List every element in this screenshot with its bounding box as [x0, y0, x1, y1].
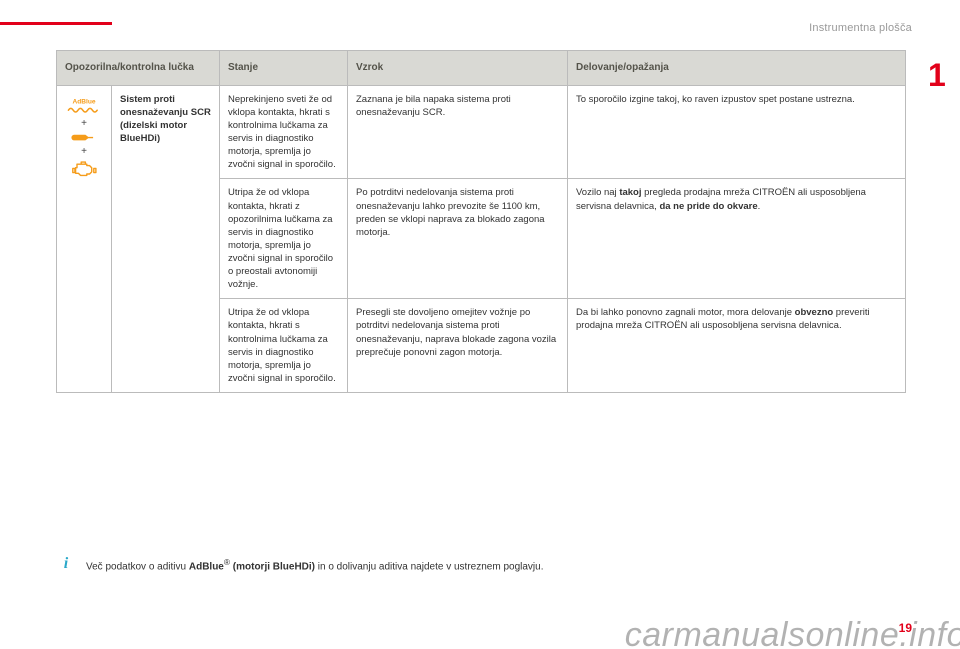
info-text-part: in o dolivanju aditiva najdete v ustrezn… — [315, 561, 543, 572]
section-header: Instrumentna plošča — [809, 22, 912, 34]
action-text: Vozilo naj — [576, 187, 619, 198]
info-text: Več podatkov o aditivu AdBlue® (motorji … — [86, 554, 543, 572]
th-warning: Opozorilna/kontrolna lučka — [57, 51, 220, 86]
state-cell: Neprekinjeno sveti že od vklopa kontakta… — [220, 85, 348, 179]
plus-sign: + — [65, 145, 103, 159]
system-name-bold: Sistem proti onesnaževanju SCR — [120, 94, 211, 118]
adblue-icon: AdBlue — [66, 97, 102, 115]
info-icon: i — [56, 554, 76, 574]
th-state: Stanje — [220, 51, 348, 86]
accent-bar — [0, 22, 112, 25]
info-text-part: Več podatkov o aditivu — [86, 561, 189, 572]
table-row: AdBlue + + Sistem proti onesnaževanju SC… — [57, 85, 906, 179]
system-name-bold2: (dizelski motor BlueHDi) — [120, 120, 187, 144]
info-bold: AdBlue — [189, 561, 224, 572]
action-bold: obvezno — [795, 307, 834, 318]
info-note: i Več podatkov o aditivu AdBlue® (motorj… — [56, 554, 906, 574]
action-cell: Vozilo naj takoj pregleda prodajna mreža… — [568, 179, 906, 299]
action-text: Da bi lahko ponovno zagnali motor, mora … — [576, 307, 795, 318]
plus-sign: + — [65, 117, 103, 131]
engine-icon — [70, 160, 98, 180]
action-text: To sporočilo izgine takoj, ko raven izpu… — [576, 94, 855, 105]
warning-icons-cell: AdBlue + + — [57, 85, 112, 392]
cause-cell: Presegli ste dovoljeno omejitev vožnje p… — [348, 299, 568, 393]
state-cell: Utripa že od vklopa kontakta, hkrati s k… — [220, 299, 348, 393]
watermark: carmanualsonline.info — [625, 616, 960, 649]
action-cell: To sporočilo izgine takoj, ko raven izpu… — [568, 85, 906, 179]
svg-text:AdBlue: AdBlue — [72, 98, 95, 105]
th-action: Delovanje/opažanja — [568, 51, 906, 86]
cause-cell: Zaznana je bila napaka sistema proti one… — [348, 85, 568, 179]
info-bold: (motorji BlueHDi) — [230, 561, 315, 572]
cause-cell: Po potrditvi nedelovanja sistema proti o… — [348, 179, 568, 299]
action-cell: Da bi lahko ponovno zagnali motor, mora … — [568, 299, 906, 393]
state-cell: Utripa že od vklopa kontakta, hkrati z o… — [220, 179, 348, 299]
system-name-cell: Sistem proti onesnaževanju SCR (dizelski… — [112, 85, 220, 392]
chapter-number: 1 — [928, 57, 960, 113]
th-cause: Vzrok — [348, 51, 568, 86]
warnings-table: Opozorilna/kontrolna lučka Stanje Vzrok … — [56, 50, 906, 393]
action-bold: da ne pride do okvare — [659, 201, 757, 212]
action-bold: takoj — [619, 187, 641, 198]
action-text: . — [758, 201, 761, 212]
table-header-row: Opozorilna/kontrolna lučka Stanje Vzrok … — [57, 51, 906, 86]
wrench-icon — [70, 132, 98, 145]
